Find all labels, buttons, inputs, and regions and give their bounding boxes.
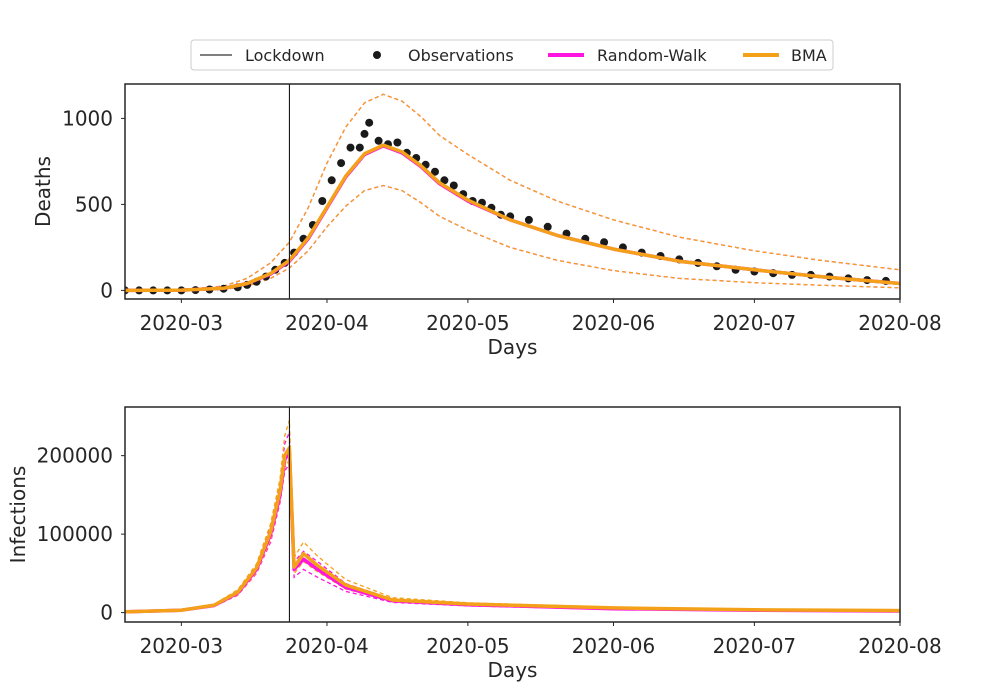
bma-line [125,446,900,614]
plot-area [125,84,900,299]
legend-label: Lockdown [245,46,325,65]
legend-item-random-walk: Random-Walk [548,46,707,65]
observation-point [355,143,364,152]
y-tick-label: 100000 [37,522,113,546]
x-tick-label: 2020-04 [285,311,369,335]
observation-point [365,118,374,127]
x-tick-label: 2020-03 [140,634,224,658]
legend-label: Observations [408,46,514,65]
observation-point [360,129,369,138]
observation-point [393,138,402,147]
random-walk-upper-bound [125,431,900,613]
x-tick-label: 2020-07 [713,634,797,658]
observation-point [449,181,458,190]
bma-upper-bound [125,93,900,292]
observation-point [327,176,336,185]
x-tick-label: 2020-06 [572,311,656,335]
legend: Lockdown Observations Random-Walk BMA [190,39,834,71]
y-tick-label: 500 [75,192,113,216]
legend-label: BMA [791,46,827,65]
bma-lower-bound [125,184,900,292]
legend-item-bma: BMA [743,46,827,65]
x-axis-label: Days [488,658,538,682]
observation-point [337,159,346,168]
observation-point [524,215,533,224]
x-tick-label: 2020-08 [858,634,942,658]
random-walk-upper-bound [125,93,900,292]
legend-swatch [373,51,381,59]
bma-upper-bound [125,420,900,613]
y-axis-label: Deaths [31,156,55,227]
axes-frame [124,406,901,623]
legend-box [190,39,834,71]
x-tick-label: 2020-05 [426,311,510,335]
observation-point [543,222,552,231]
x-tick-label: 2020-08 [858,311,942,335]
x-tick-label: 2020-03 [140,311,224,335]
observation-point [346,143,355,152]
y-tick-label: 0 [100,601,113,625]
y-axis-label: Infections [6,466,30,564]
x-tick-label: 2020-07 [713,311,797,335]
axes-frame [124,83,901,300]
bma-line [125,143,900,293]
observation-point [318,197,327,205]
x-tick-label: 2020-05 [426,634,510,658]
x-tick-label: 2020-06 [572,634,656,658]
random-walk-lower-bound [125,184,900,292]
legend-item-lockdown: Lockdown [200,46,325,65]
deaths-panel: 2020-03 2020-04 2020-05 2020-06 2020-07 2020-… [31,83,942,359]
infections-panel: 2020-03 2020-04 2020-05 2020-06 2020-07 2020-… [6,406,942,682]
x-axis-label: Days [488,335,538,359]
legend-label: Random-Walk [597,46,707,65]
legend-item-observations: Observations [373,46,514,65]
observation-point [600,238,609,247]
y-tick-label: 1000 [62,106,113,130]
observation-point [431,167,439,176]
observation-point [440,176,449,185]
observation-point [374,136,383,145]
y-tick-label: 0 [100,278,113,302]
plot-area [125,407,900,622]
x-tick-label: 2020-04 [285,634,369,658]
y-tick-label: 200000 [37,444,113,468]
